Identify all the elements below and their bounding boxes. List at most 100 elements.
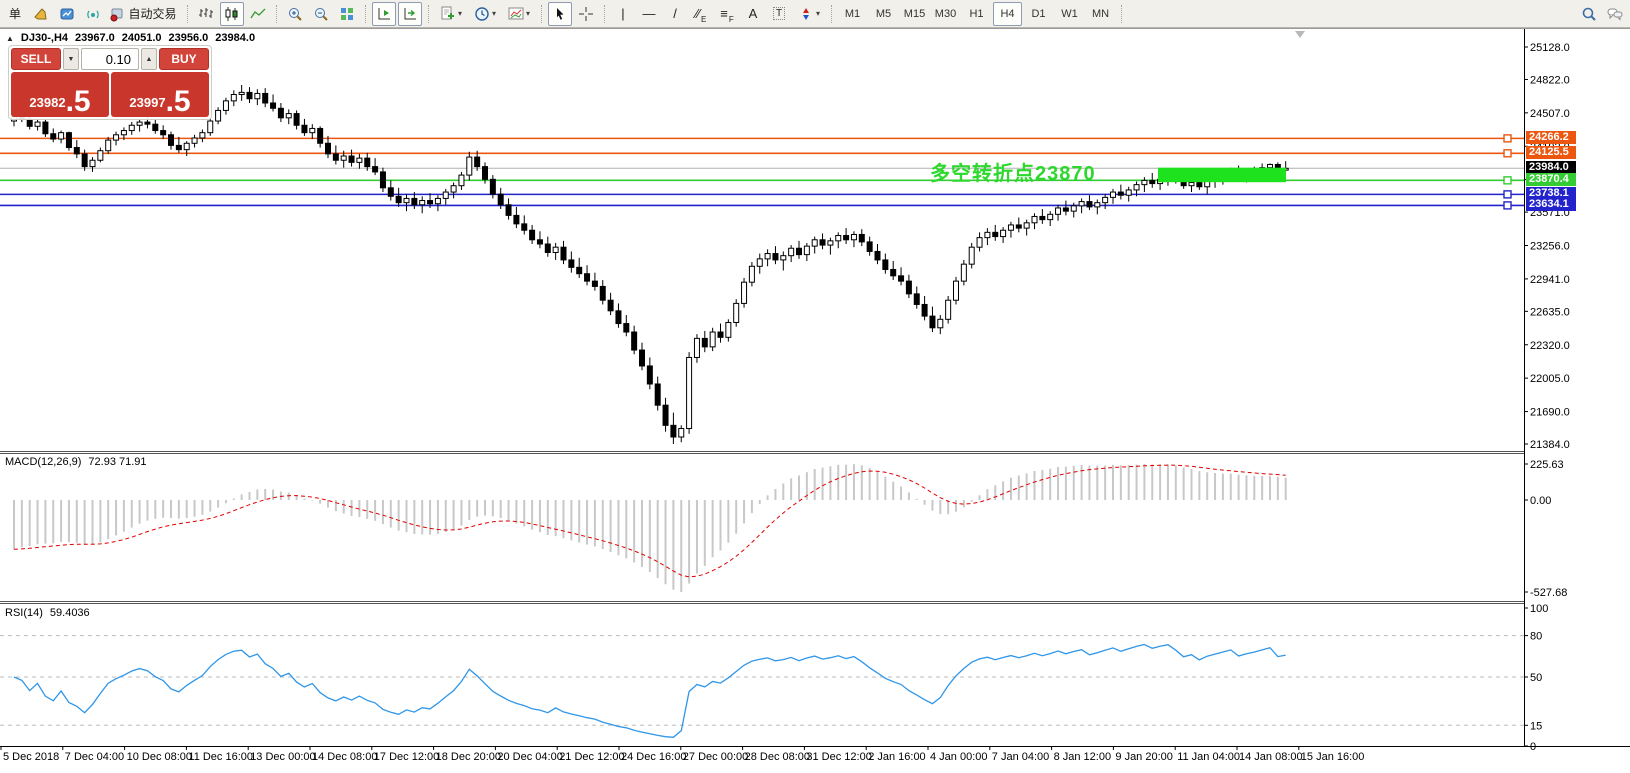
- low-value: 23956.0: [168, 32, 209, 44]
- indicators-button[interactable]: ▾: [435, 2, 467, 26]
- dropdown-caret: ▾: [815, 9, 820, 18]
- svg-text:14 Dec 08:00: 14 Dec 08:00: [312, 751, 377, 763]
- timeframe-mn[interactable]: MN: [1091, 7, 1110, 20]
- timeframe-h1[interactable]: H1: [969, 7, 984, 20]
- bar-chart-icon: [199, 7, 213, 18]
- vertical-line-tool[interactable]: |: [611, 2, 635, 26]
- chart-shift-button[interactable]: [372, 1, 396, 26]
- svg-text:0.00: 0.00: [1530, 495, 1551, 507]
- sell-price-box[interactable]: 23982 .5: [11, 72, 109, 117]
- svg-text:11 Jan 04:00: 11 Jan 04:00: [1177, 751, 1240, 763]
- svg-text:7 Dec 04:00: 7 Dec 04:00: [65, 751, 124, 763]
- horizontal-line-tool[interactable]: —: [637, 2, 661, 26]
- market-watch-button[interactable]: [55, 2, 79, 26]
- zoom-out-icon: [315, 7, 328, 21]
- search-button[interactable]: [1577, 2, 1601, 26]
- signals-button[interactable]: [81, 2, 105, 26]
- tile-windows-button[interactable]: [335, 2, 359, 26]
- line-end-marker: [1503, 134, 1512, 143]
- svg-text:21 Dec 12:00: 21 Dec 12:00: [559, 751, 624, 763]
- rsi-line: [13, 643, 1286, 738]
- svg-text:-527.68: -527.68: [1530, 587, 1567, 599]
- timeframe-m1[interactable]: M1: [844, 7, 861, 20]
- svg-text:0: 0: [1530, 741, 1536, 753]
- equidistant-channel-tool[interactable]: ∕∕ E: [689, 2, 713, 26]
- timeframe-m15[interactable]: M15: [903, 7, 926, 20]
- horizontal-line-icon: —: [642, 6, 656, 21]
- bar-chart-button[interactable]: [194, 2, 218, 26]
- text-tool[interactable]: A: [741, 2, 765, 26]
- level-price-label: 23738.1: [1526, 187, 1576, 201]
- symbol-period-label: DJ30-,H4: [20, 32, 68, 44]
- text-label-tool[interactable]: T: [767, 2, 791, 26]
- templates-button[interactable]: ▾: [503, 2, 535, 26]
- svg-text:9 Jan 20:00: 9 Jan 20:00: [1115, 751, 1173, 763]
- candles-layer: [11, 84, 1289, 444]
- toolbar-separator: [428, 4, 429, 23]
- chat-button[interactable]: [1603, 2, 1627, 26]
- dropdown-caret: ▾: [525, 9, 530, 18]
- crosshair-button[interactable]: [574, 2, 598, 26]
- level-price-label: 24266.2: [1526, 131, 1576, 145]
- trendline-tool[interactable]: /: [663, 2, 687, 26]
- line-chart-button[interactable]: [246, 2, 270, 26]
- gold-arrow-button[interactable]: [29, 2, 53, 26]
- timeframe-h4[interactable]: H4: [993, 1, 1022, 26]
- toolbar-separator: [276, 4, 277, 23]
- zoom-out-button[interactable]: [309, 2, 333, 26]
- svg-text:10 Dec 08:00: 10 Dec 08:00: [127, 751, 192, 763]
- svg-text:4 Jan 00:00: 4 Jan 00:00: [930, 751, 988, 763]
- buy-price-box[interactable]: 23997 .5: [111, 72, 209, 117]
- chart-annotation-text: 多空转折点23870: [930, 163, 1096, 185]
- volume-increase-button[interactable]: ▲: [141, 48, 157, 70]
- line-end-marker: [1503, 190, 1512, 199]
- svg-text:15: 15: [1530, 720, 1542, 732]
- auto-scroll-button[interactable]: [398, 1, 422, 26]
- chat-icon: [1607, 8, 1623, 21]
- cursor-button[interactable]: [548, 1, 572, 26]
- svg-text:8 Jan 12:00: 8 Jan 12:00: [1054, 751, 1112, 763]
- arrows-tool[interactable]: ▾: [793, 2, 825, 26]
- periods-button[interactable]: ▾: [469, 2, 501, 26]
- volume-decrease-button[interactable]: ▼: [63, 48, 79, 70]
- autotrading-button[interactable]: 自动交易: [107, 2, 181, 26]
- svg-text:24507.0: 24507.0: [1530, 108, 1570, 120]
- new-order-button[interactable]: 单: [3, 2, 27, 26]
- svg-text:24 Dec 16:00: 24 Dec 16:00: [621, 751, 686, 763]
- autotrading-label: 自动交易: [128, 7, 177, 21]
- svg-text:24822.0: 24822.0: [1530, 74, 1570, 86]
- svg-text:7 Jan 04:00: 7 Jan 04:00: [992, 751, 1050, 763]
- panel-collapse-icon[interactable]: ▲: [6, 33, 14, 43]
- svg-text:22635.0: 22635.0: [1530, 306, 1570, 318]
- level-price-label: 23870.4: [1526, 173, 1576, 187]
- svg-text:22941.0: 22941.0: [1530, 274, 1570, 286]
- timeframe-m5[interactable]: M5: [875, 7, 892, 20]
- rsi-value: 59.4036: [49, 607, 90, 619]
- timeframe-m30[interactable]: M30: [934, 7, 957, 20]
- svg-text:22320.0: 22320.0: [1530, 340, 1570, 352]
- timeframe-w1[interactable]: W1: [1061, 7, 1078, 20]
- buy-button[interactable]: BUY: [159, 48, 209, 70]
- zoom-in-button[interactable]: [283, 2, 307, 26]
- fibonacci-icon: ≡: [720, 6, 728, 21]
- sell-button[interactable]: SELL: [11, 48, 61, 70]
- channel-sub-label: E: [701, 14, 707, 24]
- chart-shift-marker: [1295, 31, 1305, 38]
- toolbar-separator: [541, 4, 542, 23]
- svg-text:31 Dec 12:00: 31 Dec 12:00: [806, 751, 871, 763]
- level-price-label: 23634.1: [1526, 198, 1576, 212]
- market-watch-icon: [60, 8, 74, 19]
- timeframe-d1[interactable]: D1: [1031, 7, 1046, 20]
- svg-text:23256.0: 23256.0: [1530, 241, 1570, 253]
- fibonacci-tool[interactable]: ≡ F: [715, 2, 739, 26]
- svg-text:28 Dec 08:00: 28 Dec 08:00: [745, 751, 810, 763]
- svg-text:18 Dec 20:00: 18 Dec 20:00: [436, 751, 501, 763]
- dropdown-caret: ▾: [491, 9, 496, 18]
- svg-text:5 Dec 2018: 5 Dec 2018: [3, 751, 59, 763]
- candlestick-chart-button[interactable]: [220, 1, 244, 26]
- volume-input[interactable]: [81, 48, 139, 70]
- svg-text:2 Jan 16:00: 2 Jan 16:00: [868, 751, 926, 763]
- zoom-in-icon: [289, 7, 302, 21]
- close-value: 23984.0: [215, 32, 256, 44]
